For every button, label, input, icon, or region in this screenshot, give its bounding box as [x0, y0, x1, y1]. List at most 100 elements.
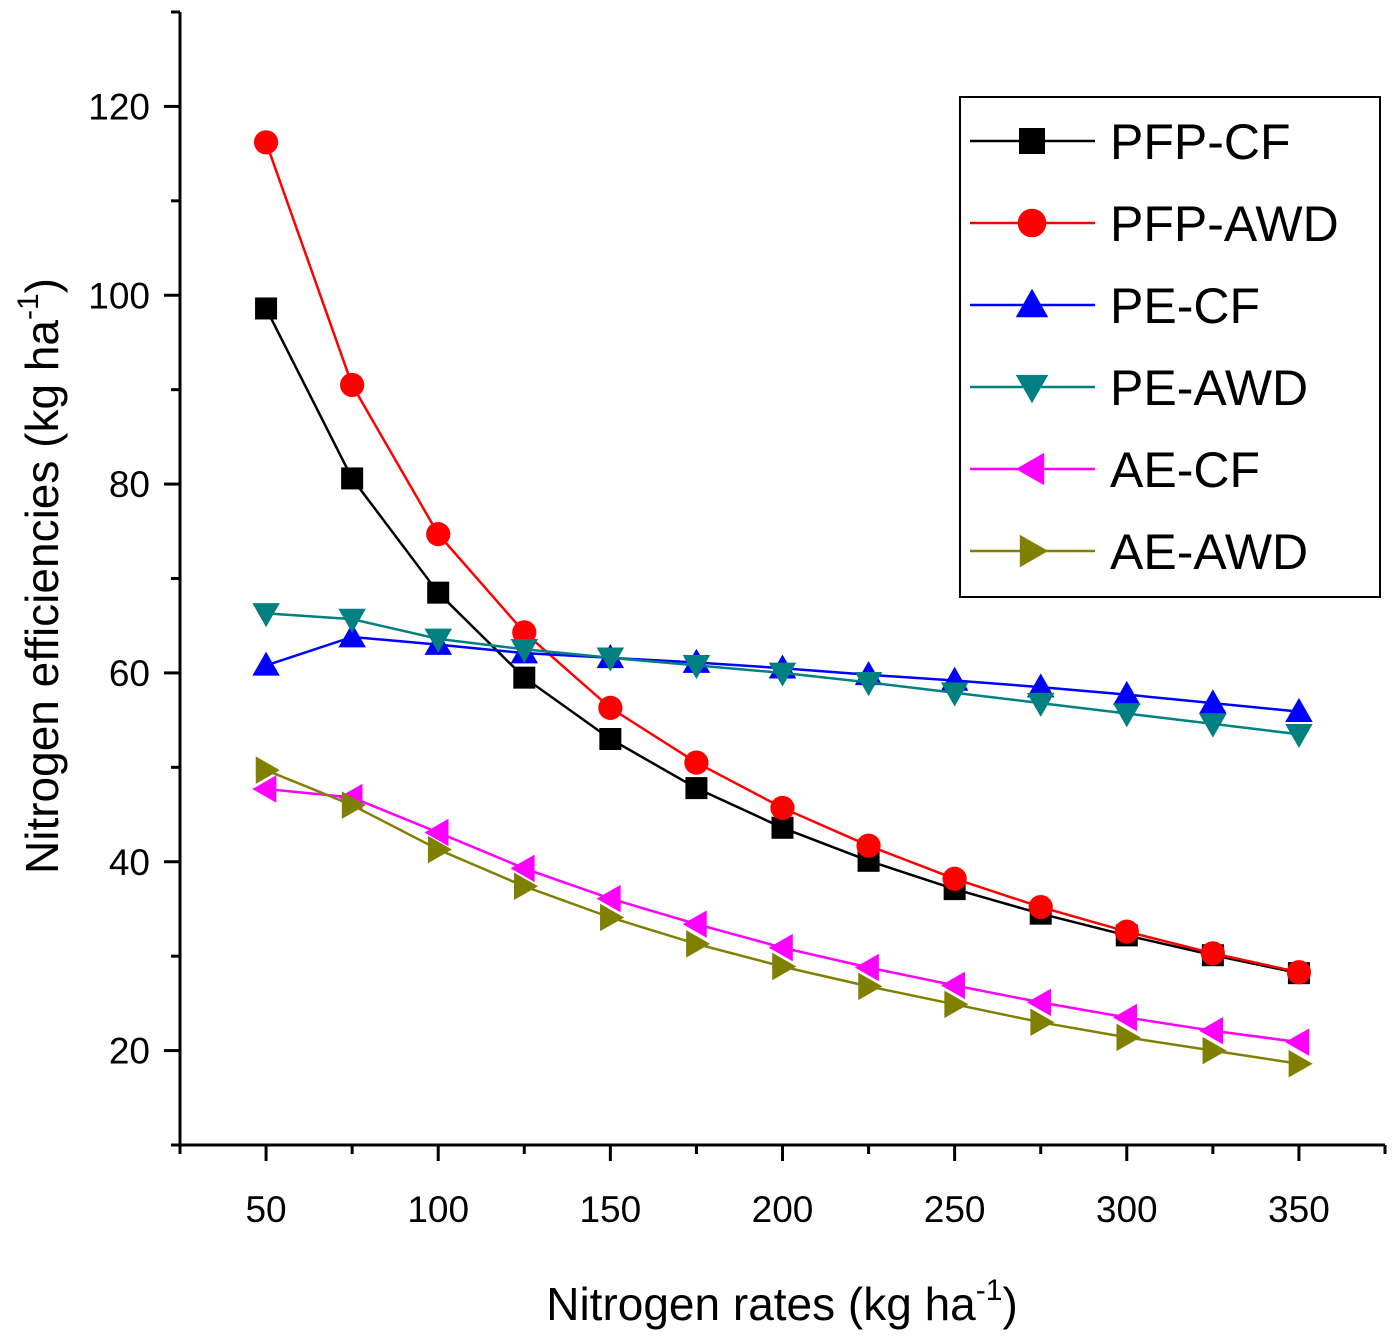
- x-tick-label: 150: [579, 1189, 641, 1230]
- data-point-ae-cf: [768, 933, 793, 962]
- data-point-pfp-awd: [1286, 960, 1312, 985]
- legend-item-pfp-awd: PFP-AWD: [970, 196, 1339, 252]
- data-point-ae-cf: [596, 884, 621, 913]
- data-point-pe-awd: [1026, 692, 1055, 717]
- data-point-ae-cf: [1113, 1003, 1138, 1032]
- data-point-pe-cf: [1199, 689, 1227, 714]
- data-point-pe-awd: [1199, 713, 1227, 738]
- series-pfp-awd: [253, 130, 1312, 985]
- data-point-ae-cf: [252, 775, 277, 803]
- data-point-ae-awd: [1202, 1036, 1227, 1065]
- data-point-ae-awd: [944, 990, 969, 1019]
- data-point-ae-awd: [1030, 1008, 1055, 1037]
- data-point-pfp-cf: [599, 728, 622, 751]
- legend-frame: [959, 96, 1381, 598]
- data-point-pfp-cf: [341, 467, 364, 490]
- legend-label-pe-cf: PE-CF: [1110, 278, 1260, 334]
- x-axis-title: Nitrogen rates (kg ha-1): [546, 1274, 1018, 1330]
- series-layer: [252, 130, 1313, 1078]
- data-point-pe-awd: [1113, 703, 1141, 728]
- data-point-pfp-awd: [512, 620, 537, 645]
- x-tick-label: 250: [924, 1189, 986, 1230]
- series-ae-awd: [255, 756, 1313, 1078]
- data-point-pfp-awd: [598, 695, 623, 720]
- y-tick-label: 120: [88, 86, 150, 127]
- data-point-ae-awd: [1288, 1050, 1313, 1078]
- legend-label-ae-cf: AE-CF: [1110, 442, 1260, 498]
- data-point-pfp-awd: [1200, 941, 1225, 966]
- data-point-ae-awd: [600, 903, 625, 932]
- y-axis-title: Nitrogen efficiencies (kg ha-1): [12, 278, 68, 874]
- x-tick-label: 50: [245, 1189, 286, 1230]
- data-point-pfp-awd: [253, 130, 279, 155]
- x-tick-label: 300: [1096, 1189, 1158, 1230]
- data-point-ae-awd: [341, 791, 366, 819]
- data-point-ae-awd: [1116, 1023, 1141, 1052]
- legend-marker-pfp-awd: [1017, 208, 1047, 238]
- data-point-pfp-awd: [426, 522, 451, 547]
- x-tick-label: 200: [752, 1189, 814, 1230]
- data-point-pfp-awd: [1028, 894, 1053, 920]
- y-tick-label: 80: [109, 464, 150, 505]
- data-point-pe-awd: [682, 655, 711, 680]
- data-point-pe-awd: [424, 628, 452, 653]
- data-point-pfp-awd: [684, 750, 709, 775]
- data-point-ae-cf: [1285, 1028, 1310, 1056]
- y-tick-label: 20: [109, 1031, 150, 1072]
- legend-item-ae-awd: AE-AWD: [970, 524, 1308, 580]
- data-point-pe-cf: [1026, 673, 1055, 698]
- data-point-ae-awd: [513, 872, 539, 901]
- data-point-pfp-awd: [340, 372, 365, 398]
- series-ae-cf: [252, 775, 1310, 1056]
- data-point-pfp-cf: [255, 297, 278, 320]
- legend-item-pe-awd: PE-AWD: [970, 360, 1308, 416]
- data-point-ae-cf: [1199, 1017, 1224, 1045]
- legend-item-pe-cf: PE-CF: [970, 278, 1260, 334]
- axes: 50 100 150 200 250 300 350 20 40 60 80 100 120: [88, 10, 1387, 1230]
- data-point-pfp-awd: [770, 795, 795, 821]
- data-point-ae-awd: [772, 952, 797, 981]
- x-tick-label: 100: [407, 1189, 469, 1230]
- data-point-ae-cf: [1026, 988, 1052, 1017]
- data-point-ae-cf: [940, 971, 965, 1000]
- data-point-pfp-awd: [1114, 919, 1139, 944]
- data-point-pe-awd: [510, 639, 539, 664]
- legend-item-ae-cf: AE-CF: [970, 442, 1260, 498]
- data-point-ae-cf: [510, 854, 535, 883]
- data-point-ae-awd: [255, 756, 280, 784]
- data-point-pe-awd: [940, 682, 969, 707]
- data-point-pe-awd: [768, 662, 797, 687]
- data-point-pe-awd: [1285, 723, 1313, 749]
- legend-item-pfp-cf: PFP-CF: [970, 114, 1291, 170]
- data-point-pfp-awd: [856, 833, 881, 858]
- data-point-ae-cf: [854, 953, 879, 982]
- legend-marker-pe-cf: [1015, 288, 1049, 318]
- data-point-pfp-cf: [427, 581, 450, 604]
- legend-marker-pfp-cf: [1019, 128, 1045, 154]
- data-point-ae-awd: [427, 835, 452, 864]
- data-point-pfp-cf: [771, 816, 794, 839]
- data-point-ae-awd: [858, 972, 883, 1001]
- legend-marker-ae-awd: [1019, 534, 1049, 568]
- data-point-pfp-cf: [513, 666, 536, 689]
- y-tick-label: 100: [88, 275, 150, 316]
- data-point-pe-cf: [252, 651, 280, 676]
- data-point-pfp-cf: [685, 777, 708, 800]
- data-point-pe-awd: [854, 672, 883, 697]
- data-point-ae-cf: [682, 910, 707, 938]
- data-point-ae-cf: [424, 818, 449, 847]
- data-point-pe-awd: [596, 647, 625, 672]
- data-point-pe-cf: [1285, 697, 1313, 722]
- legend: PFP-CF PFP-AWD PE-CF PE-AWD AE-CF AE-AWD: [959, 96, 1381, 598]
- series-pe-awd: [252, 603, 1313, 749]
- x-tick-label: 350: [1268, 1189, 1330, 1230]
- legend-label-pe-awd: PE-AWD: [1110, 360, 1308, 416]
- legend-marker-pe-awd: [1015, 374, 1049, 404]
- data-point-pe-cf: [338, 623, 366, 648]
- legend-label-pfp-cf: PFP-CF: [1110, 114, 1291, 170]
- y-tick-label: 60: [109, 653, 150, 694]
- data-point-pe-awd: [252, 603, 280, 628]
- legend-label-ae-awd: AE-AWD: [1110, 524, 1308, 580]
- data-point-ae-awd: [686, 930, 711, 958]
